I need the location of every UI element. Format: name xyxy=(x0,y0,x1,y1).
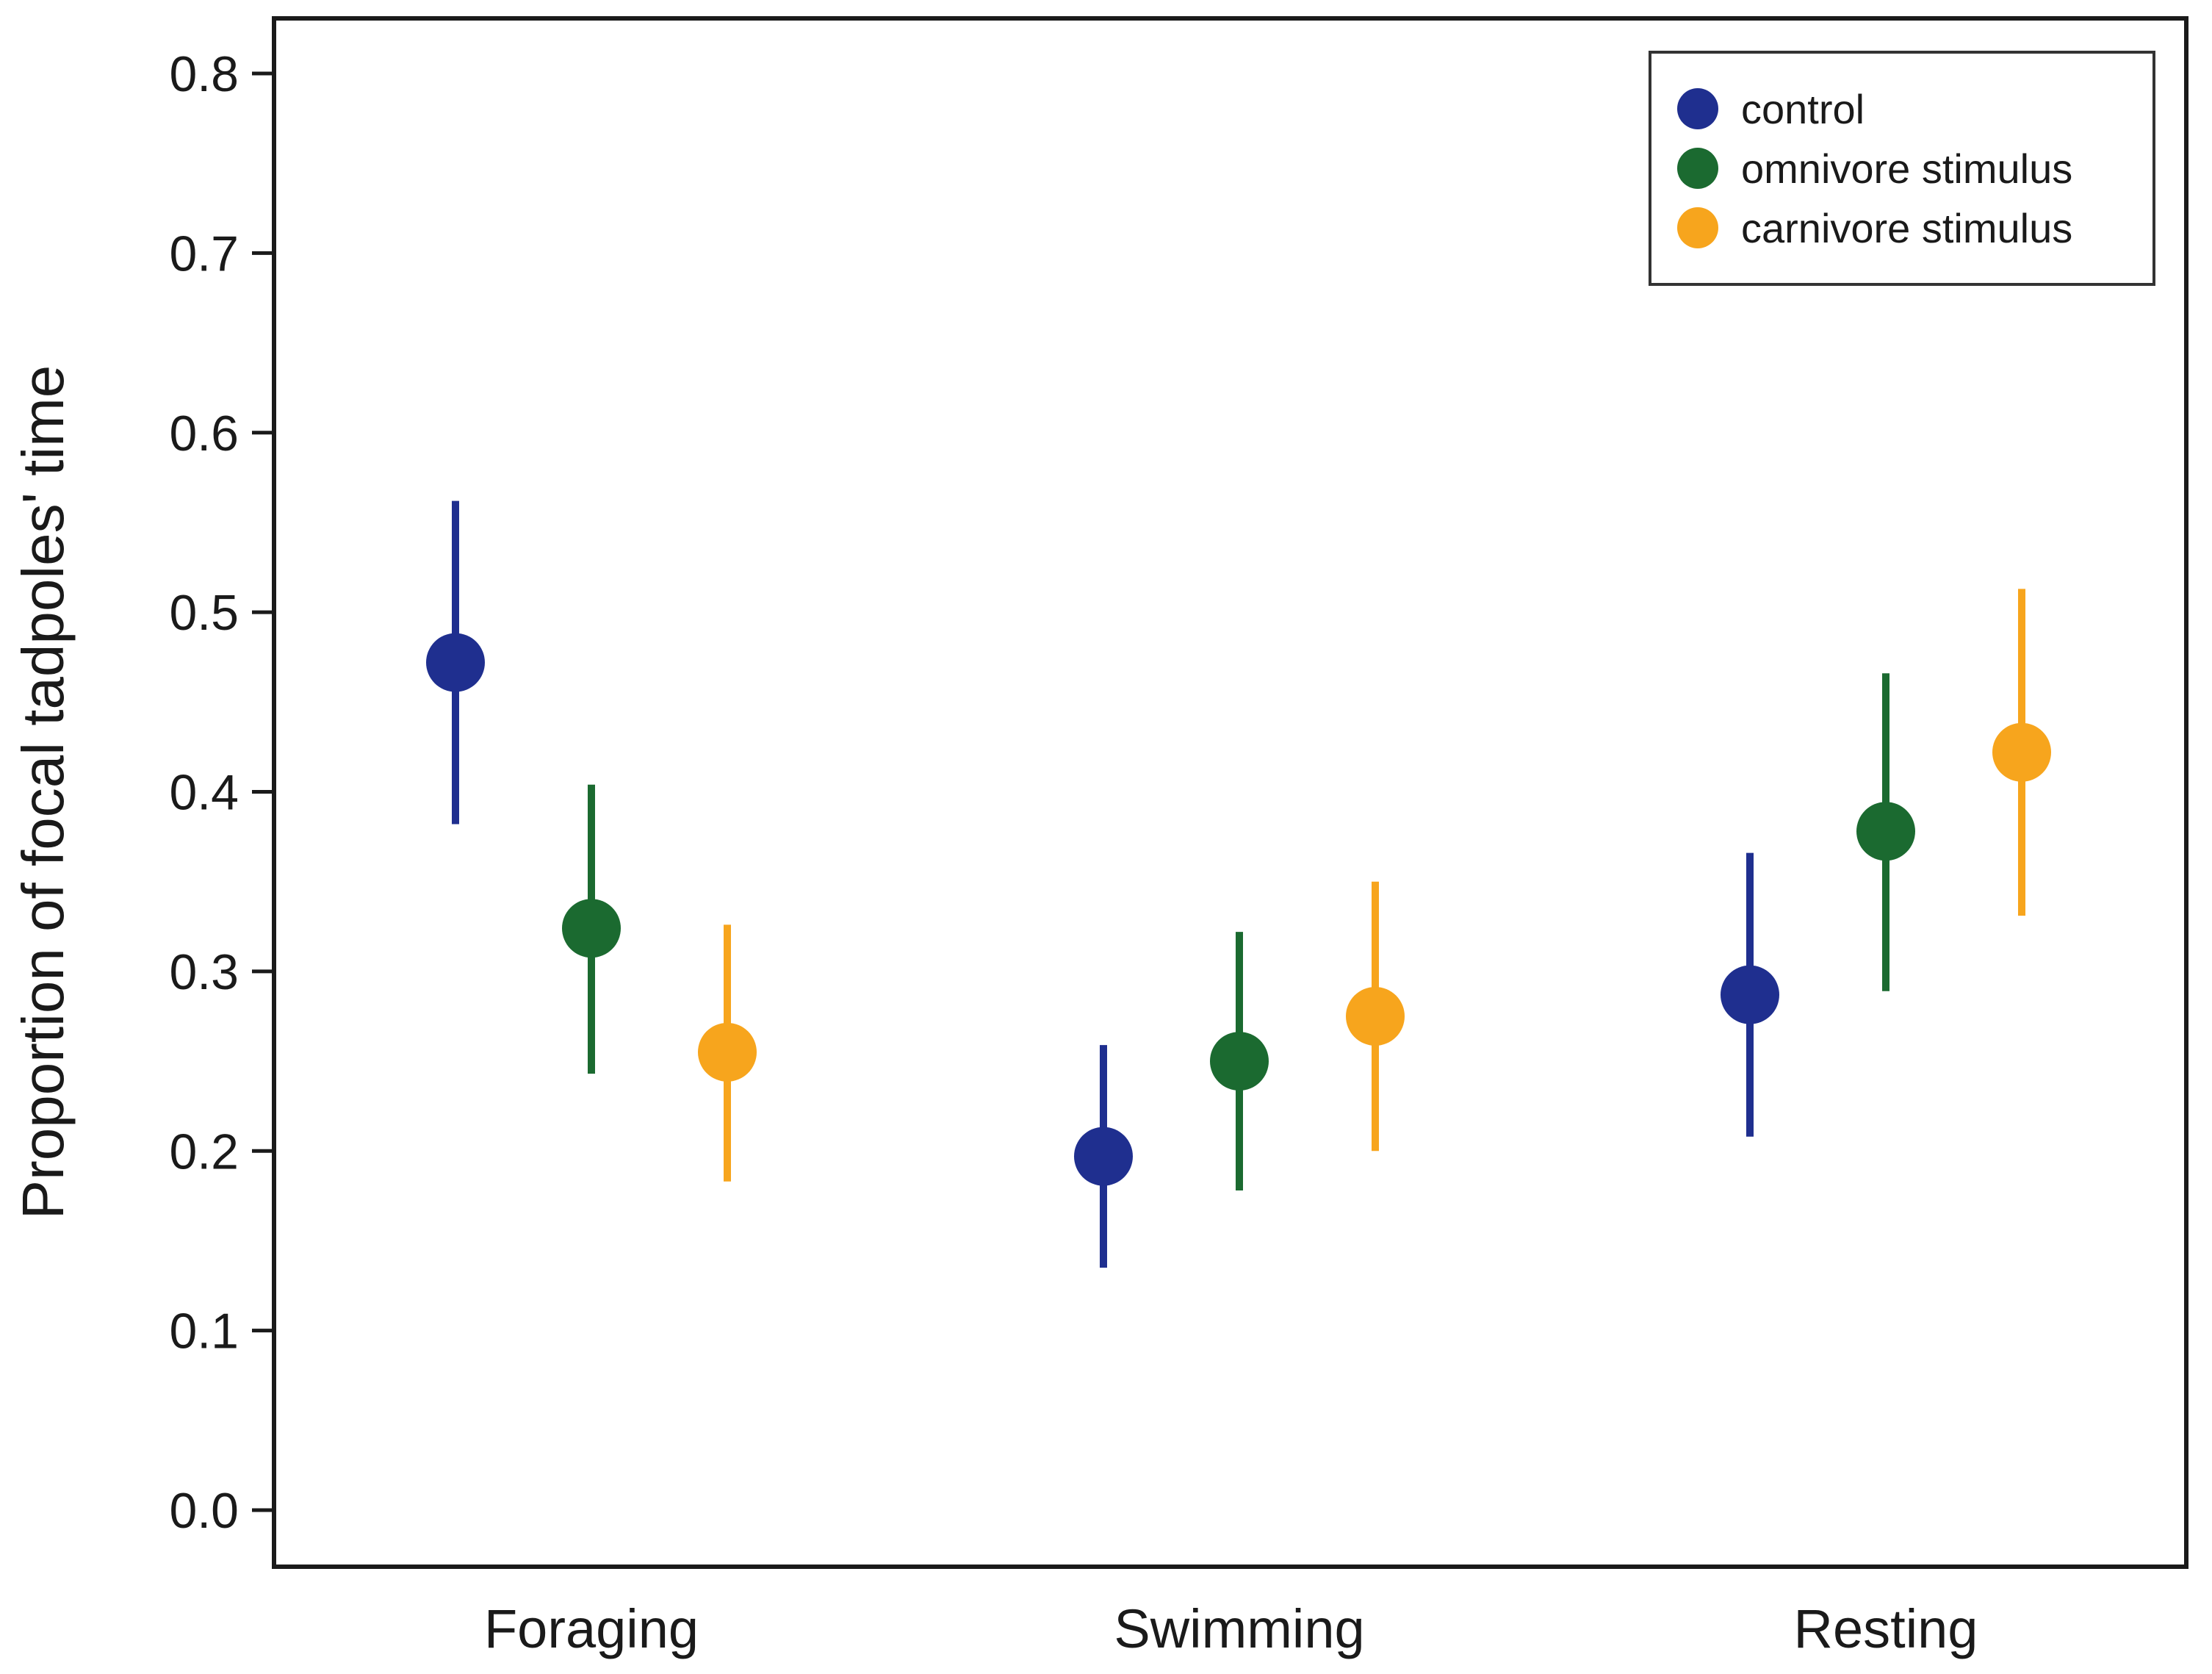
legend-label: carnivore stimulus xyxy=(1741,205,2072,251)
legend-label: omnivore stimulus xyxy=(1741,146,2072,192)
data-point xyxy=(1210,1032,1269,1091)
series-group xyxy=(698,589,2051,1182)
y-tick-label: 0.2 xyxy=(169,1124,239,1179)
y-tick-label: 0.6 xyxy=(169,406,239,461)
x-axis-category-labels: Foraging Swimming Resting xyxy=(484,1598,1978,1659)
y-tick-label: 0.4 xyxy=(169,765,239,821)
y-tick-label: 0.8 xyxy=(169,46,239,102)
y-tick-label: 0.0 xyxy=(169,1483,239,1539)
x-category-label: Foraging xyxy=(484,1598,699,1659)
legend-marker xyxy=(1677,207,1718,248)
legend-marker xyxy=(1677,148,1718,189)
data-point xyxy=(562,899,621,958)
data-point xyxy=(1721,965,1779,1024)
y-axis-ticks: 0.0 0.1 0.2 0.3 0.4 0.5 0.6 0.7 0.8 xyxy=(169,46,274,1539)
data-point xyxy=(1074,1127,1133,1186)
data-point xyxy=(1856,802,1915,861)
data-series-layer xyxy=(426,500,2051,1268)
x-category-label: Resting xyxy=(1794,1598,1978,1659)
legend: control omnivore stimulus carnivore stimul… xyxy=(1649,51,2155,286)
series-group xyxy=(426,500,1779,1268)
legend-entry: control xyxy=(1677,86,1865,132)
legend-marker xyxy=(1677,88,1718,129)
y-tick-label: 0.5 xyxy=(169,585,239,641)
legend-entry: omnivore stimulus xyxy=(1677,146,2072,192)
y-axis-title: Proportion of focal tadpoles' time xyxy=(10,365,76,1220)
y-tick-label: 0.1 xyxy=(169,1304,239,1359)
legend-box xyxy=(1649,51,2155,286)
x-category-label: Swimming xyxy=(1114,1598,1364,1659)
data-point xyxy=(426,633,485,692)
data-point xyxy=(698,1022,757,1082)
legend-label: control xyxy=(1741,86,1865,132)
data-point xyxy=(1992,722,2051,782)
y-tick-label: 0.3 xyxy=(169,944,239,1000)
legend-entry: carnivore stimulus xyxy=(1677,205,2072,251)
y-tick-label: 0.7 xyxy=(169,226,239,281)
series-group xyxy=(562,673,1915,1191)
data-point xyxy=(1346,986,1405,1046)
